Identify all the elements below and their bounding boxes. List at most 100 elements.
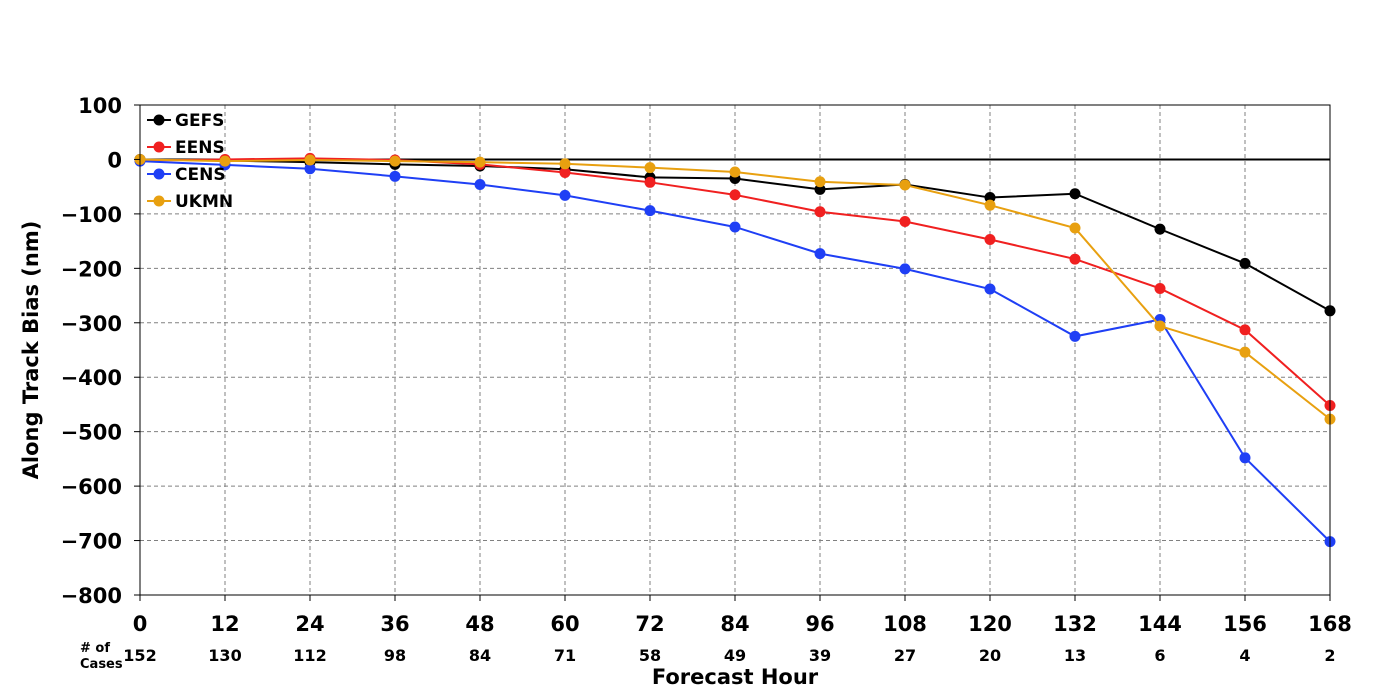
data-point-ukmn (474, 156, 486, 168)
legend: GEFS EENS CENS UKMN (147, 111, 233, 212)
legend-label: GEFS (175, 111, 224, 131)
y-tick-label: −800 (61, 584, 122, 608)
legend-item-gefs: GEFS (147, 111, 224, 131)
data-point-gefs (1239, 257, 1251, 269)
legend-marker (153, 168, 165, 180)
data-point-eens (729, 189, 741, 201)
data-point-ukmn (814, 176, 826, 188)
x-tick-label: 132 (1053, 612, 1097, 636)
x-tick-label: 72 (635, 612, 664, 636)
data-point-ukmn (899, 179, 911, 191)
data-point-cens (389, 170, 401, 182)
x-tick-label: 108 (883, 612, 927, 636)
case-count: 4 (1239, 646, 1250, 665)
data-point-ukmn (729, 166, 741, 178)
case-count: 39 (809, 646, 831, 665)
case-count: 27 (894, 646, 916, 665)
x-tick-label: 12 (210, 612, 239, 636)
y-tick-label: −300 (61, 312, 122, 336)
x-tick-label: 36 (380, 612, 409, 636)
series-ukmn (134, 153, 1336, 425)
legend-marker (153, 141, 165, 153)
y-tick-label: 0 (107, 148, 122, 172)
data-point-ukmn (1154, 320, 1166, 332)
y-axis-ticks: 100 0 −100 −200 −300 −400 −500 −600 −700 −800 (61, 94, 140, 608)
case-count: 6 (1154, 646, 1165, 665)
data-point-cens (1239, 452, 1251, 464)
legend-item-ukmn: UKMN (147, 192, 233, 212)
x-tick-label: 60 (550, 612, 579, 636)
data-point-eens (1154, 282, 1166, 294)
data-point-ukmn (219, 155, 231, 167)
y-tick-label: −100 (61, 203, 122, 227)
data-point-ukmn (304, 154, 316, 166)
data-point-ukmn (559, 158, 571, 170)
data-point-eens (814, 206, 826, 218)
data-point-cens (814, 248, 826, 260)
legend-marker (153, 195, 165, 207)
legend-label: EENS (175, 138, 225, 158)
y-tick-label: −200 (61, 257, 122, 281)
data-point-cens (729, 221, 741, 233)
data-point-gefs (984, 192, 996, 204)
y-tick-label: 100 (78, 94, 122, 118)
case-count: 71 (554, 646, 576, 665)
x-tick-label: 168 (1308, 612, 1352, 636)
legend-item-cens: CENS (147, 165, 226, 185)
data-point-eens (644, 176, 656, 188)
x-tick-label: 84 (720, 612, 749, 636)
x-tick-label: 0 (133, 612, 148, 636)
data-point-gefs (1069, 188, 1081, 200)
x-tick-label: 48 (465, 612, 494, 636)
case-count: 130 (208, 646, 241, 665)
y-tick-label: −600 (61, 475, 122, 499)
data-point-cens (644, 205, 656, 217)
data-point-ukmn (644, 162, 656, 174)
case-count: 2 (1324, 646, 1335, 665)
series-gefs (134, 153, 1336, 317)
x-tick-label: 144 (1138, 612, 1182, 636)
data-point-eens (1069, 253, 1081, 265)
data-point-gefs (814, 183, 826, 195)
data-point-gefs (1154, 223, 1166, 235)
case-count: 20 (979, 646, 1001, 665)
x-tick-label: 120 (968, 612, 1012, 636)
x-axis-title: Forecast Hour (652, 665, 819, 689)
data-point-eens (984, 233, 996, 245)
legend-label: CENS (175, 165, 226, 185)
cases-header-line-1: # of (80, 641, 110, 656)
x-tick-label: 156 (1223, 612, 1267, 636)
y-tick-label: −400 (61, 366, 122, 390)
x-tick-label: 96 (805, 612, 834, 636)
case-count: 49 (724, 646, 746, 665)
y-tick-label: −500 (61, 421, 122, 445)
series-cens (134, 155, 1336, 548)
data-point-ukmn (1069, 222, 1081, 234)
case-count: 84 (469, 646, 491, 665)
legend-item-eens: EENS (147, 138, 225, 158)
data-point-ukmn (1239, 346, 1251, 358)
case-count: 58 (639, 646, 661, 665)
data-point-eens (559, 167, 571, 179)
case-count: 112 (293, 646, 326, 665)
data-point-cens (984, 283, 996, 295)
data-point-cens (559, 189, 571, 201)
data-point-cens (304, 163, 316, 175)
case-count: 98 (384, 646, 406, 665)
data-point-cens (474, 178, 486, 190)
cases-header-line-2: Cases (80, 657, 123, 672)
data-series (134, 152, 1336, 548)
legend-marker (153, 114, 165, 126)
data-point-ukmn (984, 199, 996, 211)
case-count: 152 (123, 646, 156, 665)
data-point-ukmn (389, 155, 401, 167)
cases-row: 152 130 112 98 84 71 58 49 39 27 20 13 6 4 2 (123, 646, 1335, 665)
data-point-eens (1239, 324, 1251, 336)
x-axis-ticks: 0 12 24 36 48 60 72 84 96 108 120 132 144 156 168 (133, 595, 1352, 636)
y-tick-label: −700 (61, 530, 122, 554)
data-point-cens (899, 263, 911, 275)
data-point-cens (1069, 330, 1081, 342)
y-axis-title: Along Track Bias (nm) (19, 221, 43, 480)
legend-label: UKMN (175, 192, 233, 212)
